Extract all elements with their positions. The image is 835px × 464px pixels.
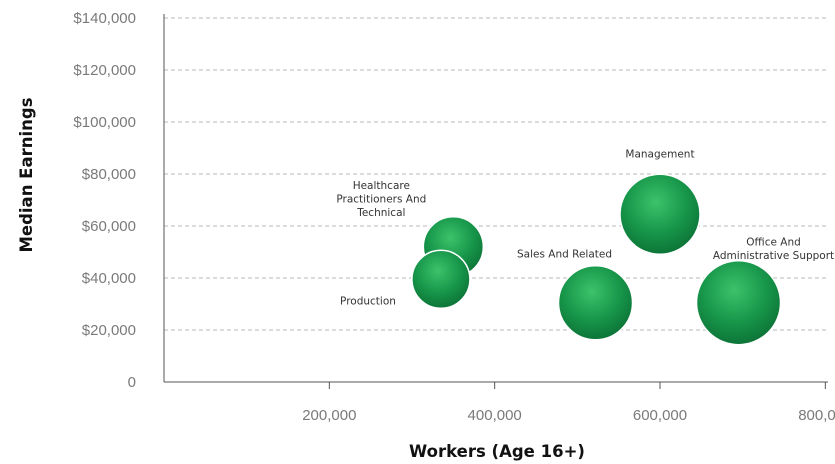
bubble-label: Management (625, 148, 694, 160)
bubbles (411, 173, 782, 346)
bubble-label: Office And Administrative Support (713, 237, 834, 263)
y-tick-label: $20,000 (82, 322, 136, 339)
bubble (557, 264, 634, 341)
y-tick-label: $140,000 (73, 10, 136, 27)
bubble (695, 259, 782, 346)
y-tick-label: $60,000 (82, 218, 136, 235)
y-tick-label: $100,000 (73, 114, 136, 131)
y-tick-label: $120,000 (73, 62, 136, 79)
y-tick-label: 0 (128, 374, 136, 391)
bubble (411, 249, 471, 310)
x-axis-title: Workers (Age 16+) (409, 442, 585, 461)
x-tick-label: 200,000 (302, 407, 356, 424)
bubble-label: Production (340, 295, 396, 307)
x-tick-label: 800,000 (798, 407, 835, 424)
y-tick-label: $40,000 (82, 270, 136, 287)
y-tick-label: $80,000 (82, 166, 136, 183)
x-tick-label: 600,000 (633, 407, 687, 424)
axes: 0 $20,000 $40,000 $60,000 $80,000 $100,000 $12… (73, 10, 835, 424)
x-tick-label: 400,000 (468, 407, 522, 424)
bubble-label: Sales And Related (517, 249, 612, 261)
bubble-label: Healthcare Practitioners And Technical (336, 180, 426, 219)
bubble-labels: Healthcare Practitioners And Technical Prod… (336, 148, 834, 307)
bubble (619, 173, 701, 256)
y-axis-title: Median Earnings (17, 97, 36, 252)
